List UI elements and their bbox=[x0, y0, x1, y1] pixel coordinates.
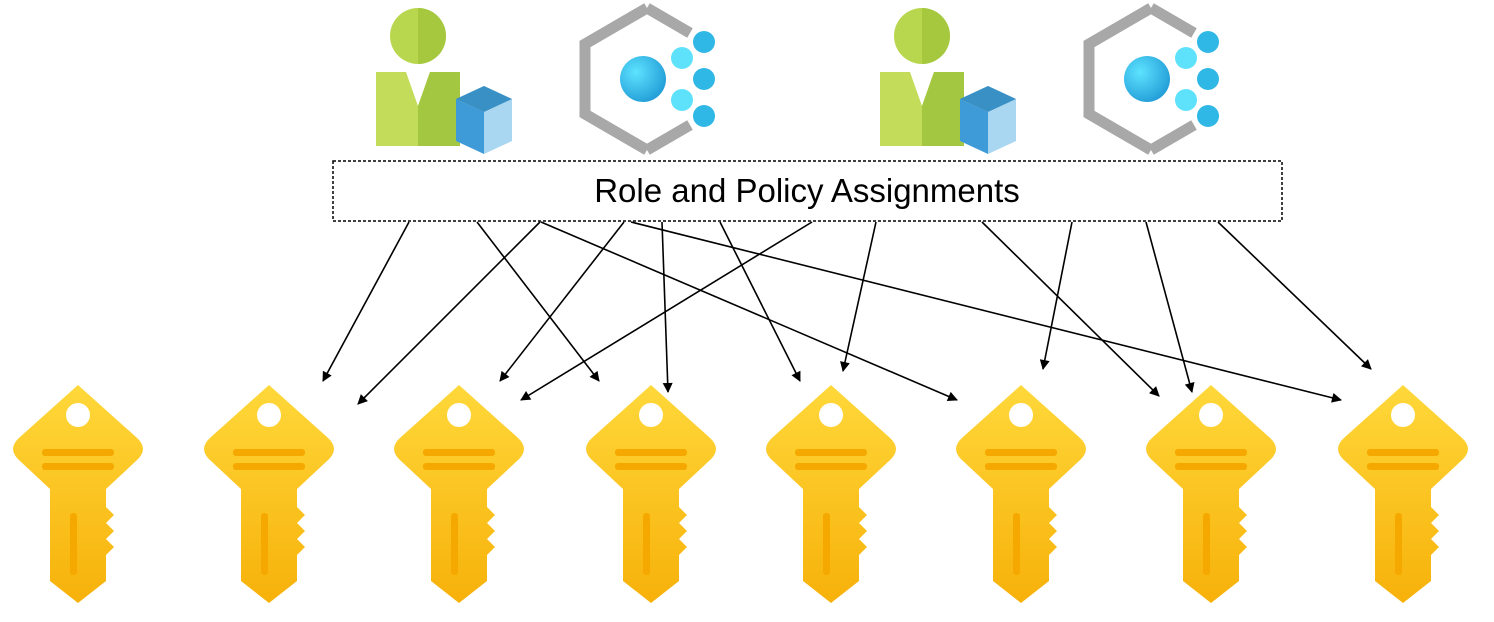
assignment-arrow bbox=[719, 221, 801, 382]
assignment-arrow bbox=[1145, 221, 1195, 393]
managed-identity-icon bbox=[1089, 8, 1219, 150]
key-icon bbox=[586, 385, 716, 603]
assignments-box: Role and Policy Assignments bbox=[332, 160, 1283, 222]
assignment-arrows bbox=[322, 221, 1372, 405]
assignment-arrow bbox=[1039, 221, 1073, 370]
assignment-arrow bbox=[520, 221, 813, 401]
assignment-arrow bbox=[357, 221, 541, 405]
key-icon bbox=[1146, 385, 1276, 603]
key-icon bbox=[204, 385, 334, 603]
assignment-arrow bbox=[499, 221, 625, 382]
keys-row bbox=[13, 385, 1468, 603]
assignments-label: Role and Policy Assignments bbox=[594, 172, 1020, 209]
key-icon bbox=[956, 385, 1086, 603]
user-cube-icon bbox=[880, 8, 1016, 154]
principals-row bbox=[376, 8, 1219, 154]
assignment-arrow bbox=[540, 221, 958, 402]
assignment-arrow bbox=[661, 221, 673, 393]
key-icon bbox=[394, 385, 524, 603]
key-icon bbox=[13, 385, 143, 603]
key-icon bbox=[766, 385, 896, 603]
assignment-arrow bbox=[1217, 221, 1372, 370]
managed-identity-icon bbox=[585, 8, 715, 150]
assignment-arrow bbox=[840, 221, 877, 372]
assignment-arrow bbox=[630, 221, 1342, 403]
assignment-arrow bbox=[476, 221, 600, 382]
assignment-arrow bbox=[322, 221, 410, 382]
user-cube-icon bbox=[376, 8, 512, 154]
assignment-arrow bbox=[981, 221, 1160, 397]
key-icon bbox=[1338, 385, 1468, 603]
